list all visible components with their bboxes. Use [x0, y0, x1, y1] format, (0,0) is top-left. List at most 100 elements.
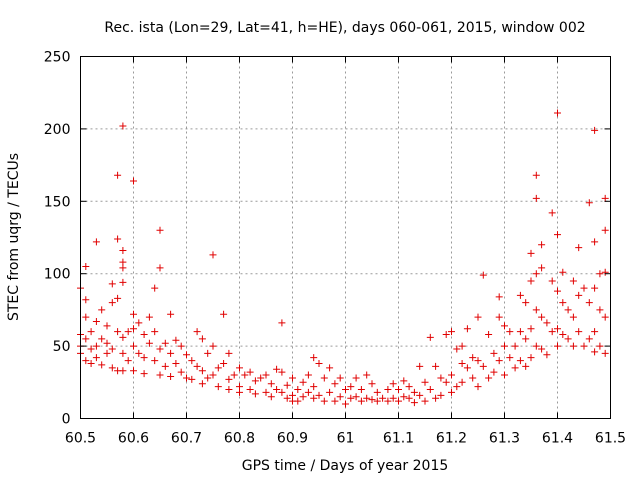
data-point: [135, 349, 143, 357]
data-point: [400, 377, 408, 385]
data-point: [527, 354, 535, 362]
data-point: [236, 364, 243, 372]
y-tick-label: 100: [44, 267, 71, 283]
data-point: [320, 397, 328, 405]
data-point: [532, 194, 540, 202]
data-point: [516, 328, 524, 336]
data-point: [209, 342, 217, 350]
data-point: [193, 362, 201, 370]
data-point: [315, 391, 323, 399]
data-point: [405, 383, 413, 391]
data-point: [156, 371, 164, 379]
data-point: [145, 313, 153, 321]
data-point: [469, 354, 477, 362]
data-point: [320, 374, 328, 382]
data-point: [214, 383, 222, 391]
data-point: [554, 325, 561, 333]
data-point: [469, 374, 477, 382]
data-point: [368, 396, 376, 404]
data-point: [389, 380, 397, 388]
data-point: [204, 349, 212, 357]
data-point: [474, 357, 482, 365]
x-axis-label: GPS time / Days of year 2015: [242, 458, 449, 474]
data-point: [357, 386, 365, 394]
data-point: [342, 400, 349, 408]
data-point: [506, 328, 514, 336]
data-point: [580, 284, 588, 292]
data-point: [304, 371, 312, 379]
data-point: [289, 374, 296, 382]
data-point: [384, 397, 392, 405]
data-point: [368, 380, 376, 388]
data-point: [283, 394, 291, 402]
data-point: [601, 313, 609, 321]
data-point: [437, 374, 445, 382]
data-point: [501, 342, 508, 350]
data-point: [151, 357, 159, 365]
data-point: [267, 393, 275, 401]
data-point: [145, 339, 153, 347]
data-point: [580, 342, 588, 350]
data-point: [569, 313, 577, 321]
data-point: [119, 367, 127, 375]
data-point: [442, 331, 450, 339]
data-point: [363, 394, 371, 402]
x-tick-label: 61.5: [595, 431, 626, 447]
y-tick-label: 250: [44, 50, 71, 66]
data-point: [453, 383, 461, 391]
data-point: [119, 122, 127, 130]
data-point: [357, 397, 365, 405]
y-tick-label: 150: [44, 194, 71, 210]
data-point: [130, 325, 137, 333]
data-point: [119, 247, 127, 255]
data-point: [220, 359, 228, 367]
data-point: [453, 345, 461, 353]
data-point: [310, 383, 318, 391]
data-point: [495, 293, 503, 301]
x-tick-label: 61.2: [436, 431, 467, 447]
data-point: [347, 383, 355, 391]
data-point: [114, 235, 122, 243]
y-tick-label: 50: [53, 339, 71, 355]
data-point: [236, 388, 243, 396]
data-point: [601, 268, 609, 276]
data-point: [98, 361, 106, 369]
data-point: [506, 354, 514, 362]
data-point: [501, 371, 508, 379]
data-point: [421, 397, 429, 405]
data-point: [193, 328, 201, 336]
data-point: [326, 364, 334, 372]
data-point: [209, 371, 217, 379]
data-point: [225, 349, 233, 357]
data-point: [103, 349, 111, 357]
data-point: [140, 354, 148, 362]
y-axis-label: STEC from uqrg / TECUs: [6, 153, 22, 321]
data-point: [564, 335, 572, 343]
data-point: [156, 226, 164, 234]
data-point: [82, 313, 90, 321]
data-point: [225, 375, 233, 383]
data-point: [548, 209, 556, 217]
data-point: [278, 319, 286, 327]
data-point: [294, 386, 302, 394]
data-point: [167, 349, 175, 357]
data-point: [119, 333, 127, 341]
data-point: [92, 354, 100, 362]
data-point: [82, 296, 90, 304]
data-point: [543, 351, 551, 359]
data-point: [458, 342, 466, 350]
data-point: [575, 291, 583, 299]
data-point: [601, 226, 609, 234]
data-point: [82, 335, 90, 343]
data-point: [156, 264, 164, 272]
data-point: [569, 342, 577, 350]
data-point: [432, 394, 440, 402]
data-point: [278, 368, 286, 376]
data-point: [479, 271, 487, 279]
data-point: [501, 322, 508, 330]
data-point: [389, 394, 397, 402]
data-point: [98, 306, 106, 314]
data-point: [273, 365, 281, 373]
data-point: [432, 362, 440, 370]
